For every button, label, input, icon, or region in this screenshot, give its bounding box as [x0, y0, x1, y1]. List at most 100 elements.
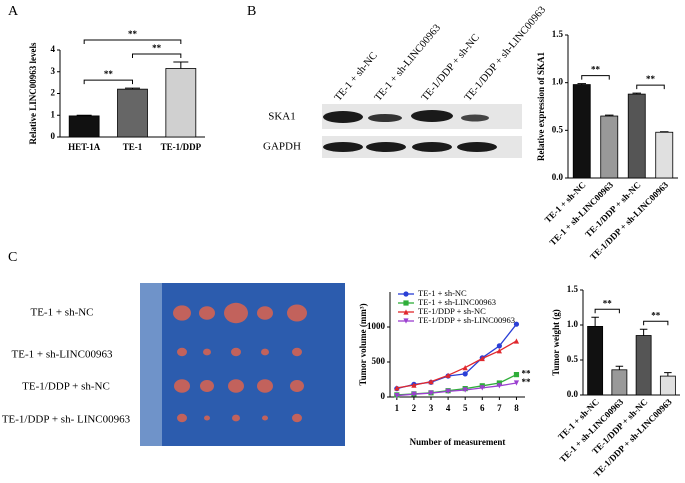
panel-label: C [8, 250, 17, 265]
tumor-photo: TE-1 + sh-NC TE-1 + sh-LINC00963 TE-1/DD… [2, 283, 345, 446]
bar [627, 93, 646, 179]
y-tick-label: 0.5 [567, 354, 579, 364]
western-blot: SKA1 GAPDH TE-1 + sh-NC TE-1 + sh-LINC00… [263, 5, 548, 158]
tumor [200, 380, 214, 392]
x-tick-label: 2 [412, 403, 417, 413]
point [394, 393, 400, 399]
x-tick-label: TE-1 + sh-NC [556, 397, 601, 442]
point [479, 385, 485, 391]
y-tick-label: 1.5 [552, 29, 564, 39]
y-axis-label: Tumor weight (g) [551, 309, 561, 376]
legend-marker [403, 300, 409, 306]
tumor [203, 348, 211, 356]
point [496, 380, 502, 386]
error-bar [615, 365, 624, 370]
tumor [261, 348, 269, 356]
significance-bracket [581, 75, 610, 80]
y-tick-label: 0 [381, 391, 386, 401]
point [462, 371, 468, 377]
legend-label: TE-1/DDP + sh-NC [418, 306, 486, 316]
significance-label: ** [603, 298, 613, 308]
point [428, 379, 434, 385]
y-tick-label: 4 [51, 44, 56, 54]
x-tick-label: 7 [497, 403, 502, 413]
y-tick-label: 1.0 [567, 319, 579, 329]
point [496, 343, 502, 349]
tumor [262, 415, 268, 421]
significance-label: ** [591, 65, 601, 75]
y-tick-label: 0.0 [567, 389, 579, 399]
point [496, 383, 502, 389]
error-bar [76, 114, 92, 116]
y-tick-label: 1000 [367, 321, 386, 331]
tumor [177, 347, 187, 357]
point [462, 365, 468, 371]
y-tick-label: 0.0 [552, 172, 564, 182]
legend-marker [403, 291, 409, 297]
significance-bracket [643, 320, 669, 326]
band [457, 142, 497, 152]
tumor [174, 379, 190, 393]
point [513, 321, 520, 327]
x-tick-label: 3 [429, 403, 434, 413]
band [461, 114, 489, 122]
photo-row-label: TE-1 + sh-LINC00963 [12, 349, 113, 361]
point [411, 391, 417, 397]
y-tick-label: 2 [51, 88, 56, 98]
tumor [292, 347, 302, 357]
point [411, 382, 417, 388]
band [412, 142, 452, 152]
significance-bracket [83, 39, 182, 44]
photo-row-label: TE-1 + sh-NC [30, 307, 93, 319]
x-tick-label: 5 [463, 403, 468, 413]
band [366, 142, 406, 152]
tumor [177, 413, 187, 423]
y-tick-label: 500 [372, 356, 386, 366]
point [462, 387, 468, 393]
series-line [396, 340, 517, 389]
y-tick-label: 1.5 [567, 284, 579, 294]
bar [68, 115, 100, 138]
error-bar [577, 83, 587, 85]
legend-label: TE-1/DDP + sh-LINC00963 [418, 315, 515, 325]
legend-marker [403, 309, 409, 315]
point [513, 338, 520, 344]
blot-row-label: GAPDH [263, 141, 301, 153]
x-tick-label: 8 [514, 403, 519, 413]
y-tick-label: 1.0 [552, 77, 564, 87]
point [428, 390, 434, 396]
x-tick-label: 6 [480, 403, 485, 413]
series-line [396, 323, 517, 390]
tumor [257, 306, 273, 320]
significance-label: ** [521, 377, 531, 387]
panel-label: A [8, 4, 19, 19]
tumor [204, 415, 210, 421]
bar [655, 131, 674, 179]
point [479, 355, 485, 362]
bar [117, 88, 148, 138]
legend-marker [403, 318, 409, 324]
significance-label: ** [651, 310, 661, 320]
significance-label: ** [646, 74, 656, 84]
error-bar [632, 92, 642, 95]
photo-row-label: TE-1/DDP + sh- LINC00963 [2, 414, 131, 426]
bar [165, 68, 197, 138]
point [496, 348, 502, 354]
error-bar [591, 316, 599, 327]
tumor [290, 380, 304, 392]
x-tick-label: HET-1A [68, 142, 101, 152]
tumor [224, 302, 248, 324]
x-tick-label: 4 [446, 403, 451, 413]
significance-label: ** [128, 29, 138, 39]
significance-bracket [132, 53, 182, 58]
bar [572, 84, 591, 179]
bar [635, 335, 652, 396]
point [394, 385, 400, 391]
tumor [292, 413, 302, 423]
photo-row-label: TE-1/DDP + sh-NC [22, 381, 110, 393]
significance-bracket [594, 308, 620, 314]
significance-label: ** [152, 43, 162, 53]
tumor [173, 305, 191, 321]
y-tick-label: 3 [51, 66, 56, 76]
